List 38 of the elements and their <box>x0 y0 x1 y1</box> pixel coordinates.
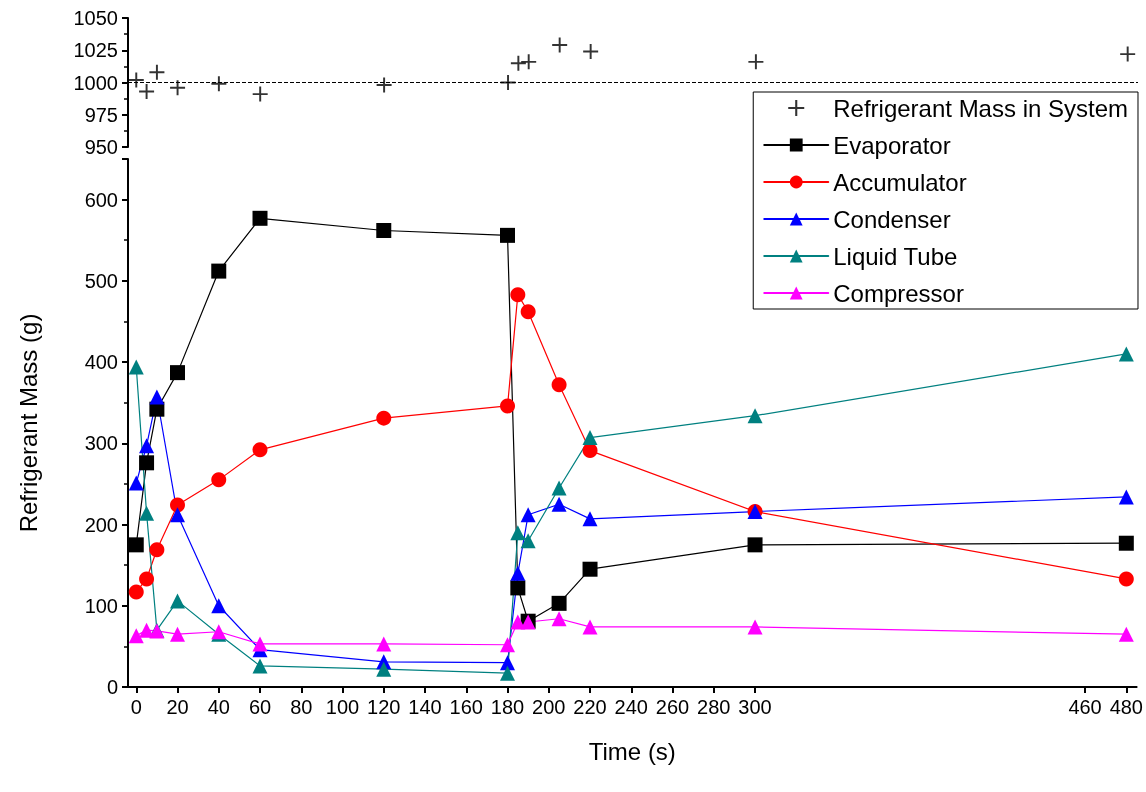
x-tick-label: 40 <box>207 696 230 718</box>
x-tick-label: 180 <box>490 696 525 718</box>
y-axis-title: Refrigerant Mass (g) <box>14 313 42 533</box>
x-tick-label: 120 <box>367 696 401 718</box>
x-tick-label: 460 <box>1068 696 1102 718</box>
y-tick-label: 0 <box>106 676 118 698</box>
x-tick-label: 80 <box>290 696 313 718</box>
y-tick-label: 975 <box>84 103 118 126</box>
y-tick-label: 1025 <box>73 39 118 62</box>
x-tick-label: 20 <box>166 696 189 718</box>
x-tick-label: 480 <box>1109 696 1143 718</box>
y-tick-label: 600 <box>84 188 118 211</box>
x-tick-label: 280 <box>697 696 731 718</box>
y-tick-label: 950 <box>84 136 118 158</box>
y-tick-label: 200 <box>84 513 118 536</box>
legend-label: Compressor <box>833 279 964 307</box>
legend-label: Liquid Tube <box>833 242 958 270</box>
y-tick-label: 1050 <box>73 7 118 29</box>
x-tick-label: 220 <box>573 696 607 718</box>
x-tick-label: 260 <box>655 696 690 718</box>
legend-label: Refrigerant Mass in System <box>833 94 1128 122</box>
x-tick-label: 300 <box>738 696 772 718</box>
x-tick-label: 200 <box>532 696 566 718</box>
x-axis-title: Time (s) <box>588 737 676 765</box>
x-tick-label: 0 <box>130 696 142 718</box>
y-tick-label: 400 <box>84 351 118 374</box>
x-tick-label: 240 <box>614 696 648 718</box>
y-tick-label: 300 <box>84 432 118 455</box>
legend-label: Accumulator <box>833 168 967 196</box>
x-tick-label: 60 <box>248 696 272 718</box>
legend-label: Condenser <box>833 205 951 233</box>
x-tick-label: 100 <box>325 696 360 718</box>
y-tick-label: 1000 <box>73 71 118 94</box>
legend-label: Evaporator <box>833 131 951 159</box>
x-tick-label: 140 <box>408 696 442 718</box>
x-tick-label: 160 <box>449 696 483 718</box>
y-tick-label: 500 <box>84 269 118 292</box>
y-tick-label: 100 <box>84 594 118 617</box>
